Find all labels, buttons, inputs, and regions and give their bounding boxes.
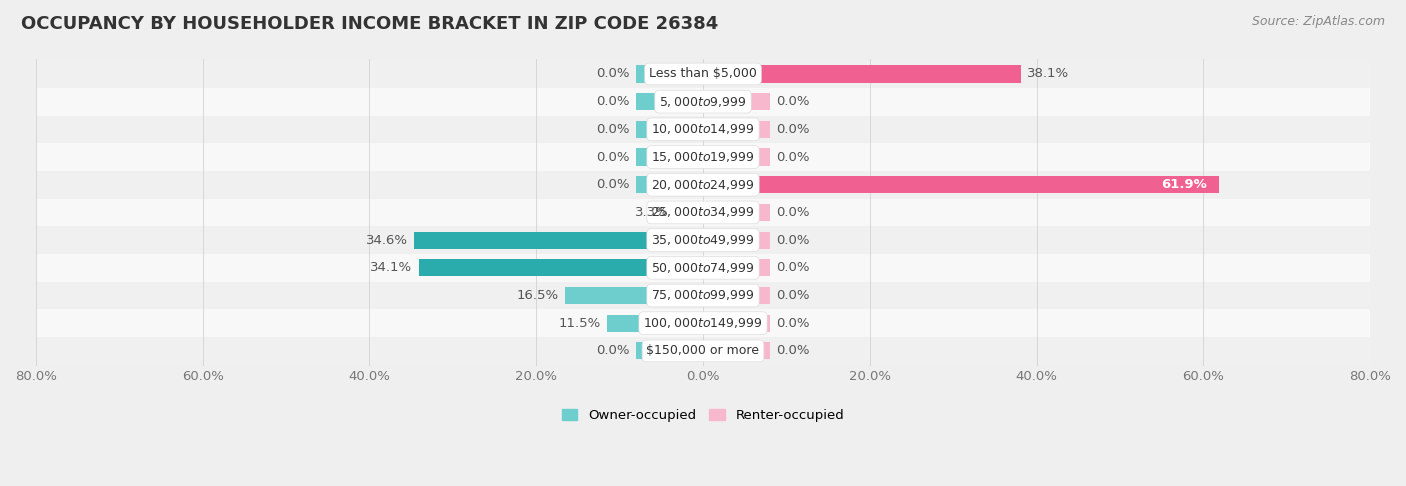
Text: $50,000 to $74,999: $50,000 to $74,999	[651, 261, 755, 275]
Text: 61.9%: 61.9%	[1161, 178, 1206, 191]
Text: 0.0%: 0.0%	[776, 289, 810, 302]
Bar	[37, 171, 1369, 199]
Text: $5,000 to $9,999: $5,000 to $9,999	[659, 95, 747, 109]
Legend: Owner-occupied, Renter-occupied: Owner-occupied, Renter-occupied	[557, 403, 849, 427]
Bar	[637, 176, 703, 193]
Text: $150,000 or more: $150,000 or more	[647, 345, 759, 357]
Bar	[37, 310, 1369, 337]
Bar	[607, 314, 703, 332]
Text: 0.0%: 0.0%	[596, 345, 630, 357]
Bar	[37, 199, 1369, 226]
Bar	[703, 314, 769, 332]
Text: $75,000 to $99,999: $75,000 to $99,999	[651, 289, 755, 302]
Bar	[703, 287, 769, 304]
Text: 0.0%: 0.0%	[596, 151, 630, 164]
Bar	[637, 66, 703, 83]
Text: $25,000 to $34,999: $25,000 to $34,999	[651, 206, 755, 219]
Bar	[637, 342, 703, 360]
Text: $35,000 to $49,999: $35,000 to $49,999	[651, 233, 755, 247]
Text: $20,000 to $24,999: $20,000 to $24,999	[651, 178, 755, 192]
Text: 0.0%: 0.0%	[776, 261, 810, 274]
Bar	[37, 88, 1369, 116]
Text: 0.0%: 0.0%	[776, 234, 810, 246]
Bar	[703, 342, 769, 360]
Bar	[37, 116, 1369, 143]
Bar	[37, 254, 1369, 282]
Text: $10,000 to $14,999: $10,000 to $14,999	[651, 122, 755, 137]
Text: 16.5%: 16.5%	[516, 289, 558, 302]
Bar	[637, 148, 703, 166]
Bar	[415, 231, 703, 249]
Bar	[703, 66, 1021, 83]
Bar	[703, 176, 1219, 193]
Text: 34.1%: 34.1%	[370, 261, 412, 274]
Text: 0.0%: 0.0%	[596, 95, 630, 108]
Bar	[675, 204, 703, 221]
Text: 34.6%: 34.6%	[366, 234, 408, 246]
Text: $100,000 to $149,999: $100,000 to $149,999	[644, 316, 762, 330]
Text: Less than $5,000: Less than $5,000	[650, 68, 756, 81]
Bar	[703, 204, 769, 221]
Text: 0.0%: 0.0%	[776, 95, 810, 108]
Bar	[419, 259, 703, 277]
Text: 0.0%: 0.0%	[776, 123, 810, 136]
Text: 0.0%: 0.0%	[596, 178, 630, 191]
Bar	[703, 148, 769, 166]
Bar	[703, 121, 769, 138]
Text: 11.5%: 11.5%	[558, 317, 600, 330]
Text: 0.0%: 0.0%	[596, 68, 630, 81]
Text: 3.3%: 3.3%	[636, 206, 669, 219]
Text: $15,000 to $19,999: $15,000 to $19,999	[651, 150, 755, 164]
Bar	[703, 93, 769, 110]
Bar	[37, 226, 1369, 254]
Text: 0.0%: 0.0%	[776, 345, 810, 357]
Text: 0.0%: 0.0%	[776, 206, 810, 219]
Bar	[37, 60, 1369, 88]
Bar	[637, 93, 703, 110]
Bar	[37, 143, 1369, 171]
Bar	[703, 231, 769, 249]
Text: Source: ZipAtlas.com: Source: ZipAtlas.com	[1251, 15, 1385, 28]
Text: 0.0%: 0.0%	[776, 317, 810, 330]
Bar	[37, 337, 1369, 364]
Bar	[565, 287, 703, 304]
Text: 38.1%: 38.1%	[1028, 68, 1070, 81]
Bar	[637, 121, 703, 138]
Text: 0.0%: 0.0%	[776, 151, 810, 164]
Text: 0.0%: 0.0%	[596, 123, 630, 136]
Bar	[703, 259, 769, 277]
Bar	[37, 282, 1369, 310]
Text: OCCUPANCY BY HOUSEHOLDER INCOME BRACKET IN ZIP CODE 26384: OCCUPANCY BY HOUSEHOLDER INCOME BRACKET …	[21, 15, 718, 33]
